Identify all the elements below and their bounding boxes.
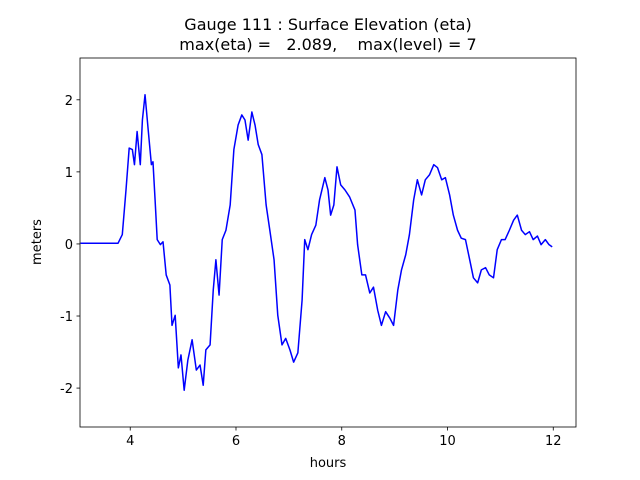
x-tick-label: 10 — [439, 434, 456, 449]
data-line — [80, 94, 553, 391]
chart-title: Gauge 111 : Surface Elevation (eta) — [184, 15, 471, 34]
y-tick-label: -2 — [60, 382, 73, 397]
x-tick-label: 6 — [232, 434, 240, 449]
chart-subtitle: max(eta) = 2.089, max(level) = 7 — [179, 35, 476, 54]
x-tick-label: 4 — [126, 434, 134, 449]
y-axis-label: meters — [30, 219, 45, 265]
y-tick-label: -1 — [60, 310, 73, 325]
x-tick-label: 12 — [545, 434, 562, 449]
plot-frame — [79, 57, 577, 428]
y-tick-label: 1 — [65, 166, 73, 181]
x-tick-label: 8 — [338, 434, 346, 449]
x-axis-label: hours — [310, 456, 347, 471]
y-tick-label: 2 — [65, 94, 73, 109]
y-tick-label: 0 — [65, 238, 73, 253]
